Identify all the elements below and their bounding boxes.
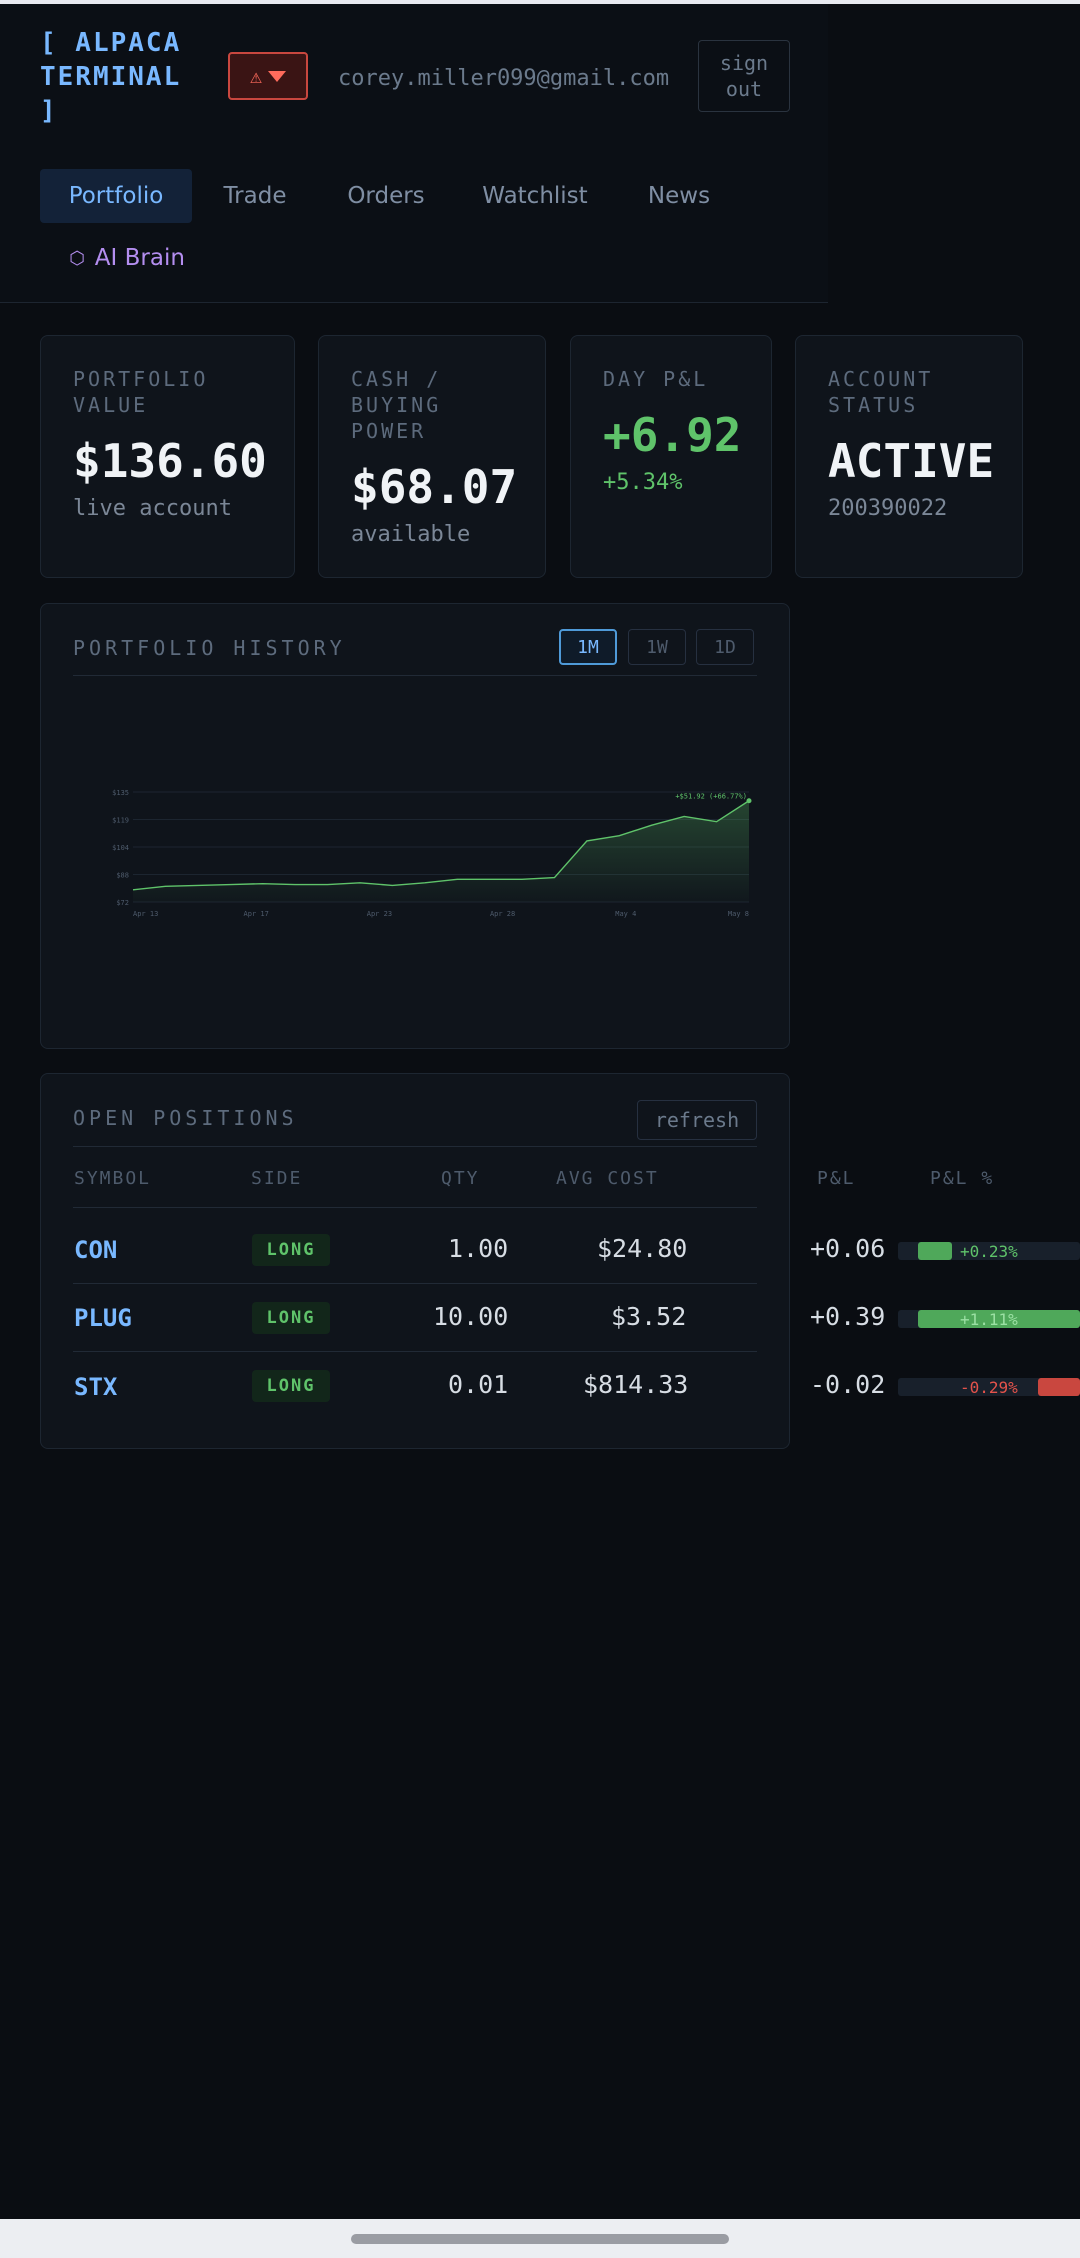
refresh-button[interactable]: refresh	[637, 1100, 757, 1140]
range-1w-button[interactable]: 1W	[628, 629, 686, 665]
app-logo: [ ALPACA TERMINAL ]	[40, 28, 182, 126]
cash-sub: available	[351, 522, 471, 547]
position-pl: -0.02	[810, 1370, 886, 1399]
day-pl-card: DAY P&L +6.92 +5.34%	[570, 335, 772, 578]
x-tick-label: Apr 28	[490, 910, 515, 918]
range-1m-button[interactable]: 1M	[559, 629, 617, 665]
range-1d-button[interactable]: 1D	[696, 629, 754, 665]
chart-series-line	[132, 800, 750, 891]
divider	[73, 675, 757, 676]
main-nav: Portfolio Trade Orders Watchlist News ⬡ …	[0, 151, 828, 303]
position-avg-cost: $814.33	[583, 1370, 689, 1399]
account-number: 200390022	[828, 496, 948, 521]
side-badge: LONG	[252, 1302, 330, 1334]
position-avg-cost: $24.80	[597, 1234, 688, 1263]
y-tick-label: $88	[116, 872, 129, 880]
portfolio-history-panel: PORTFOLIO HISTORY 1M 1W 1D $72 $88 $104 $11…	[40, 603, 790, 1049]
section-title: OPEN POSITIONS	[73, 1106, 298, 1130]
chart-last-point	[746, 798, 752, 804]
x-tick-label: Apr 13	[133, 910, 158, 918]
app-header: [ ALPACA TERMINAL ] ⚠ corey.miller099@gm…	[0, 4, 828, 152]
x-tick-label: May 4	[615, 910, 636, 918]
tab-orders[interactable]: Orders	[347, 183, 425, 209]
x-tick-label: Apr 17	[244, 910, 269, 918]
x-tick-label: May 8	[728, 910, 749, 918]
col-avg-cost: AVG COST	[556, 1168, 659, 1189]
position-qty: 0.01	[448, 1370, 509, 1399]
tab-ai-brain[interactable]: ⬡ AI Brain	[69, 245, 185, 271]
position-symbol[interactable]: STX	[74, 1373, 118, 1401]
position-symbol[interactable]: CON	[74, 1236, 118, 1264]
card-label: CASH / BUYING POWER	[351, 367, 442, 443]
y-tick-label: $72	[116, 899, 129, 907]
col-qty: QTY	[441, 1168, 480, 1189]
sign-out-button[interactable]: sign out	[698, 40, 790, 112]
cash-value: $68.07	[351, 460, 518, 514]
cash-card: CASH / BUYING POWER $68.07 available	[318, 335, 546, 578]
y-tick-label: $119	[112, 817, 129, 825]
portfolio-sub: live account	[73, 496, 232, 521]
warning-triangle-icon: ⚠	[249, 64, 263, 88]
position-qty: 1.00	[448, 1234, 509, 1263]
day-pl-percent: +5.34%	[603, 470, 683, 495]
hexagon-icon: ⬡	[69, 247, 85, 269]
row-divider	[73, 1351, 757, 1352]
open-positions-panel: OPEN POSITIONS refresh	[40, 1073, 790, 1449]
card-label: DAY P&L	[603, 367, 709, 391]
pl-percent-bar: +0.23%	[898, 1242, 1080, 1261]
account-status-card: ACCOUNT STATUS ACTIVE 200390022	[795, 335, 1023, 578]
pl-bar-fill	[918, 1242, 952, 1260]
home-indicator[interactable]	[351, 2234, 729, 2244]
card-label: PORTFOLIO VALUE	[73, 367, 209, 417]
divider	[73, 1207, 757, 1208]
tab-portfolio[interactable]: Portfolio	[40, 169, 192, 223]
y-tick-label: $135	[112, 789, 129, 797]
portfolio-history-chart: $72 $88 $104 $119 $135 Apr 13 Apr 17 Apr 23 Apr …	[112, 789, 752, 918]
pl-bar-fill	[918, 1310, 1080, 1328]
pl-percent-value: +0.23%	[960, 1242, 1018, 1261]
row-divider	[73, 1283, 757, 1284]
position-pl: +0.06	[810, 1234, 886, 1263]
pl-percent-bar: +1.11%	[898, 1310, 1080, 1329]
alert-dropdown-button[interactable]: ⚠	[228, 52, 308, 100]
position-avg-cost: $3.52	[611, 1302, 687, 1331]
chart-area-fill	[133, 800, 749, 902]
card-label: ACCOUNT STATUS	[828, 367, 934, 417]
portfolio-value: $136.60	[73, 434, 267, 488]
col-pl: P&L	[817, 1168, 856, 1189]
tab-news[interactable]: News	[647, 183, 711, 209]
pl-bar-fill	[1038, 1378, 1080, 1396]
pl-percent-bar: -0.29%	[898, 1378, 1080, 1397]
top-edge	[0, 0, 1080, 4]
position-pl: +0.39	[810, 1302, 886, 1331]
user-email: corey.miller099@gmail.com	[338, 66, 670, 91]
pl-percent-value: +1.11%	[960, 1310, 1018, 1329]
portfolio-value-card: PORTFOLIO VALUE $136.60 live account	[40, 335, 295, 578]
day-pl-value: +6.92	[603, 408, 742, 462]
x-tick-label: Apr 23	[367, 910, 392, 918]
col-side: SIDE	[251, 1168, 303, 1189]
y-tick-label: $104	[112, 844, 129, 852]
chart-annotation: +$51.92 (+66.77%)	[675, 793, 747, 801]
divider	[73, 1146, 757, 1147]
chevron-down-icon	[268, 70, 287, 82]
account-status-value: ACTIVE	[828, 434, 995, 488]
home-indicator-bar	[0, 2219, 1080, 2258]
col-symbol: SYMBOL	[74, 1168, 152, 1189]
side-badge: LONG	[252, 1370, 330, 1402]
section-title: PORTFOLIO HISTORY	[73, 636, 346, 660]
col-pl-percent: P&L %	[930, 1168, 995, 1189]
position-qty: 10.00	[433, 1302, 509, 1331]
position-symbol[interactable]: PLUG	[74, 1304, 132, 1332]
side-badge: LONG	[252, 1234, 330, 1266]
pl-percent-value: -0.29%	[960, 1378, 1018, 1397]
tab-trade[interactable]: Trade	[223, 183, 287, 209]
tab-watchlist[interactable]: Watchlist	[482, 183, 588, 209]
